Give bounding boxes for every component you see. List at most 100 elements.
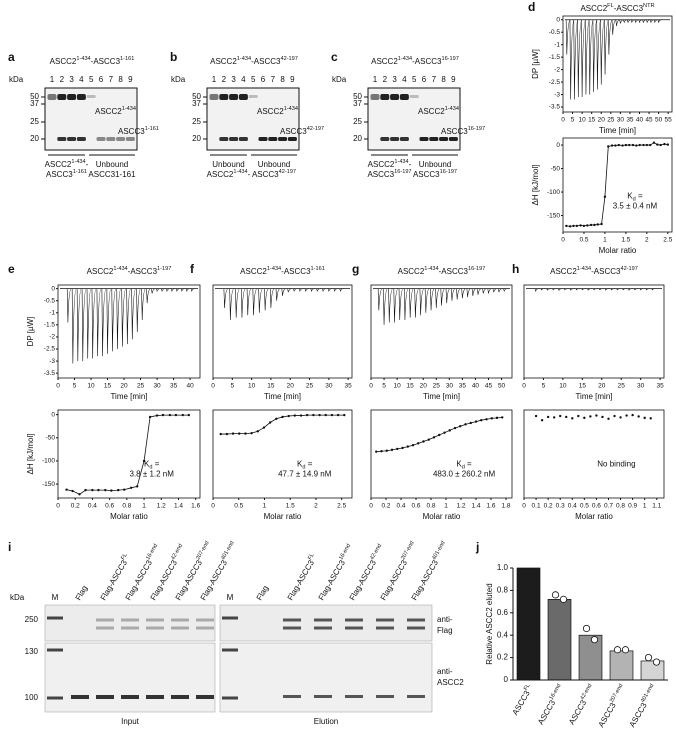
data-point [572, 224, 575, 228]
group-label: ASCC342-197 [252, 169, 296, 179]
blot-band [283, 695, 301, 698]
data-point [582, 224, 586, 228]
injection-peak [581, 19, 586, 98]
group-label: Unbound [419, 160, 451, 169]
blot-band [376, 626, 394, 630]
data-point [652, 141, 656, 144]
script-part: 1-434 [237, 56, 251, 62]
x-tick-label: 1 [643, 503, 647, 510]
bar [640, 660, 665, 681]
plot-frame [562, 15, 673, 113]
x-tick-label: 5 [571, 117, 575, 124]
script-part: 42-end [580, 683, 594, 701]
x-tick-label: 50 [655, 117, 663, 124]
injection-peak [66, 288, 72, 323]
annotation: No binding [597, 460, 635, 469]
injection-peak [611, 19, 617, 35]
injection-peak [101, 288, 107, 357]
text-part: = [306, 460, 313, 469]
data-point [595, 414, 598, 417]
y-tick-label: -100 [42, 458, 55, 465]
x-tick-label: 1 [263, 503, 267, 510]
injection-peak [86, 288, 92, 359]
injection-peak [565, 19, 571, 55]
x-tick-label: 0.2 [544, 503, 553, 510]
data-point [448, 429, 451, 432]
x-tick-label: 0.5 [579, 237, 588, 244]
lane-number: 5 [412, 75, 417, 84]
data-point [275, 417, 278, 420]
group-label: ASCC316-197 [367, 169, 411, 179]
group-label: ASCC21-434- [45, 159, 89, 169]
bar [578, 634, 603, 681]
blot-panel-label: Elution [314, 717, 338, 726]
data-point [104, 488, 107, 492]
gel-band [106, 137, 116, 141]
injection-peak [546, 288, 551, 291]
lane-number: 8 [280, 75, 285, 84]
script-part: 42-197 [307, 126, 324, 132]
panel-letter: j [475, 540, 479, 554]
data-point [628, 143, 631, 147]
text-part: Flag [255, 584, 271, 602]
x-tick-label: 0.4 [568, 503, 577, 510]
lane-number: 3 [231, 75, 236, 84]
y-tick-label: -1.5 [549, 54, 561, 61]
plot-frame [523, 409, 665, 499]
marker-label: 130 [25, 647, 39, 656]
data-point [565, 224, 568, 228]
x-tick-label: 0.6 [592, 503, 601, 510]
injection-peak [383, 288, 388, 325]
x-tick-label: 0.5 [580, 503, 589, 510]
injection-peak [600, 19, 606, 85]
script-part: 1-434 [424, 266, 438, 272]
text-part: Flag-ASCC3 [286, 558, 317, 602]
data-point [306, 413, 309, 417]
injection-peak [634, 19, 640, 24]
gel-band [278, 137, 288, 141]
data-point [65, 488, 68, 491]
x-tick-label: 2.5 [337, 503, 346, 510]
data-point [642, 143, 645, 147]
data-point [385, 449, 388, 452]
injection-peak [584, 19, 590, 95]
blot-band [196, 618, 214, 622]
gel-title: ASCC21-434-ASCC342-197 [210, 56, 298, 66]
x-axis-label: Time [min] [423, 392, 460, 401]
data-point [293, 414, 297, 417]
x-tick-label: 0 [211, 383, 215, 390]
panel-letter: e [8, 262, 15, 276]
data-point [583, 416, 586, 420]
injection-peak [604, 288, 610, 291]
data-point [417, 442, 420, 445]
bar [609, 650, 634, 681]
x-tick-label: 15 [407, 383, 415, 390]
gel-band [258, 137, 268, 141]
injection-peak [185, 288, 191, 293]
data-point [117, 488, 120, 492]
annotation: Kd = [297, 460, 313, 471]
injection-peak [440, 288, 446, 306]
injection-peak [333, 288, 339, 293]
injection-peak [430, 288, 435, 311]
data-point [480, 418, 483, 422]
kda-label: kDa [171, 75, 186, 84]
x-tick-label: 20 [287, 383, 295, 390]
injection-peak [477, 288, 482, 295]
data-point [231, 432, 235, 435]
x-tick-label: 1.6 [486, 503, 495, 510]
antibody-label: anti- [437, 667, 453, 676]
injection-peak [76, 288, 82, 362]
text-part: ASCC3 [413, 170, 440, 179]
blot-band [96, 618, 114, 622]
gel-band [370, 94, 380, 100]
blot-band [96, 626, 114, 630]
script-part: 1-161 [73, 169, 87, 175]
x-tick-label: 10 [579, 117, 587, 124]
y-tick-label: 0.6 [497, 608, 509, 617]
blot-band [345, 618, 363, 622]
injection-peak [414, 288, 420, 318]
y-tick-label: -3 [554, 91, 560, 98]
x-tick-label: 35 [656, 383, 664, 390]
data-point [485, 418, 488, 421]
